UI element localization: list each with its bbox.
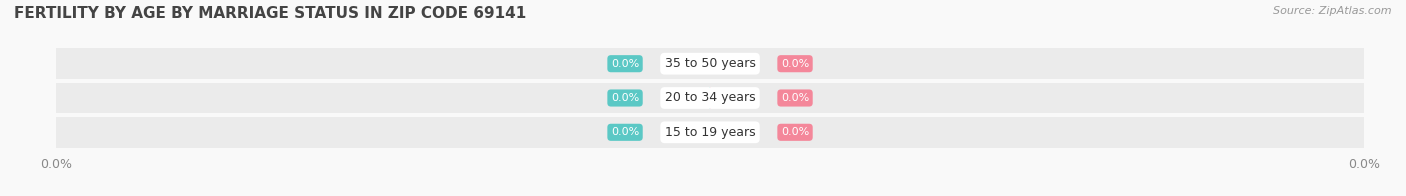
Text: 0.0%: 0.0% xyxy=(612,59,640,69)
Bar xyxy=(56,48,1364,79)
Text: 20 to 34 years: 20 to 34 years xyxy=(665,92,755,104)
Text: 0.0%: 0.0% xyxy=(780,59,808,69)
Text: 0.0%: 0.0% xyxy=(780,93,808,103)
Text: 0.0%: 0.0% xyxy=(780,127,808,137)
Text: 15 to 19 years: 15 to 19 years xyxy=(665,126,755,139)
Text: 35 to 50 years: 35 to 50 years xyxy=(665,57,755,70)
Text: 0.0%: 0.0% xyxy=(612,127,640,137)
Text: Source: ZipAtlas.com: Source: ZipAtlas.com xyxy=(1274,6,1392,16)
Bar xyxy=(56,117,1364,148)
Text: 0.0%: 0.0% xyxy=(612,93,640,103)
Bar xyxy=(56,83,1364,113)
Text: FERTILITY BY AGE BY MARRIAGE STATUS IN ZIP CODE 69141: FERTILITY BY AGE BY MARRIAGE STATUS IN Z… xyxy=(14,6,526,21)
